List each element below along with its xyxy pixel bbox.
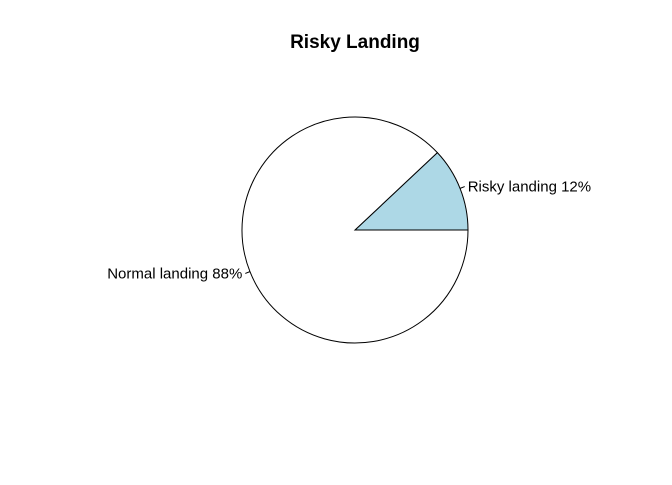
- pie-label-tick-risky-landing: [459, 186, 465, 189]
- pie-label-risky-landing: Risky landing 12%: [468, 179, 591, 196]
- chart-title: Risky Landing: [290, 32, 420, 53]
- pie-label-tick-normal-landing: [245, 271, 251, 274]
- pie-labels: Risky landing 12% Normal landing 88%: [107, 179, 591, 283]
- pie-slices: [241, 116, 469, 344]
- pie-slice-normal-landing: [241, 116, 469, 344]
- pie-label-normal-landing: Normal landing 88%: [107, 265, 242, 282]
